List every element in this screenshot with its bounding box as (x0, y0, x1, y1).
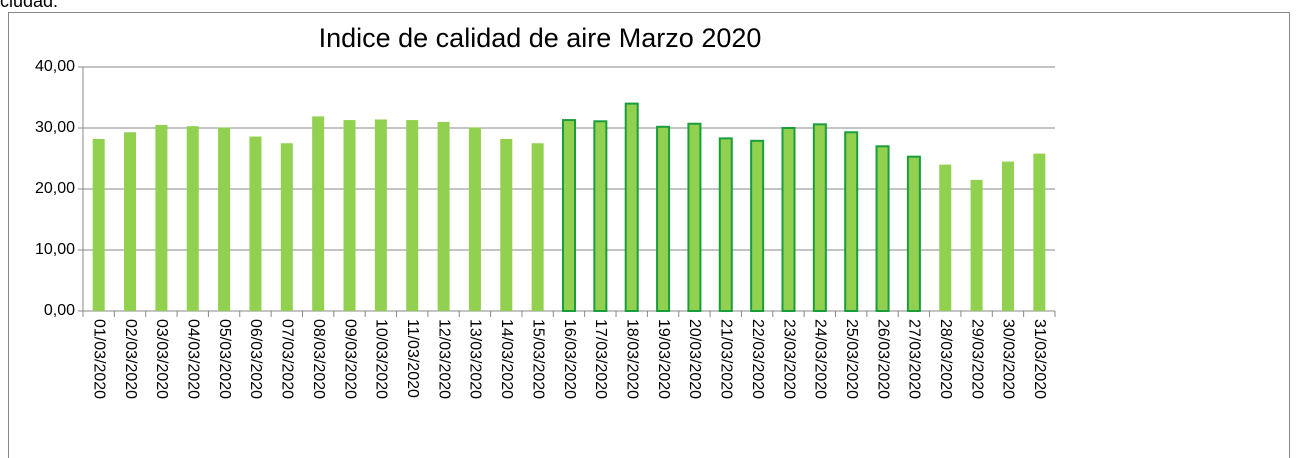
x-tick-label: 23/03/2020 (780, 319, 797, 399)
bar (218, 127, 231, 311)
bar (875, 145, 890, 312)
bar (343, 120, 356, 311)
y-tick-label: 30,00 (35, 119, 75, 136)
x-tick-label: 24/03/2020 (812, 319, 829, 399)
bar (92, 138, 105, 311)
x-tick-label: 31/03/2020 (1031, 319, 1048, 399)
x-tick-label: 11/03/2020 (404, 319, 421, 398)
x-tick-label: 17/03/2020 (592, 319, 609, 399)
x-tick-label: 20/03/2020 (686, 319, 703, 399)
x-tick-label: 26/03/2020 (874, 319, 891, 399)
x-tick-label: 10/03/2020 (373, 319, 390, 399)
x-tick-label: 09/03/2020 (341, 319, 358, 399)
bar (718, 137, 733, 312)
bar (750, 139, 765, 312)
bar (468, 127, 481, 311)
bar (280, 143, 293, 311)
y-tick-label: 20,00 (35, 180, 75, 197)
x-tick-label: 07/03/2020 (279, 319, 296, 399)
x-tick-label: 30/03/2020 (1000, 319, 1017, 399)
x-tick-label: 28/03/2020 (937, 319, 954, 399)
x-tick-label: 18/03/2020 (623, 319, 640, 399)
bar (562, 119, 576, 312)
x-tick-label: 15/03/2020 (529, 319, 546, 399)
bar (500, 138, 513, 311)
x-tick-label: 21/03/2020 (718, 319, 735, 399)
intro-text: ciudad. (0, 0, 58, 11)
bar (812, 123, 827, 312)
x-tick-label: 03/03/2020 (153, 319, 170, 399)
x-tick-label: 01/03/2020 (90, 319, 107, 399)
x-tick-label: 27/03/2020 (906, 319, 923, 399)
chart-title: Indice de calidad de aire Marzo 2020 (319, 23, 762, 53)
bar (124, 132, 137, 311)
y-tick-label: 10,00 (35, 241, 75, 258)
bar (593, 120, 608, 313)
bar (1033, 153, 1046, 311)
bar (906, 155, 921, 312)
x-tick-label: 22/03/2020 (749, 319, 766, 399)
bar (939, 164, 952, 311)
bar (970, 179, 983, 311)
bar (844, 131, 859, 312)
x-tick-label: 08/03/2020 (310, 319, 327, 399)
bar (531, 143, 544, 311)
bar (1001, 161, 1014, 311)
x-tick-label: 13/03/2020 (467, 319, 484, 399)
bar (781, 127, 796, 312)
bar (406, 120, 419, 311)
bar (312, 116, 325, 311)
x-tick-label: 04/03/2020 (185, 319, 202, 399)
x-tick-label: 14/03/2020 (498, 319, 515, 399)
x-tick-label: 29/03/2020 (968, 319, 985, 399)
x-tick-label: 19/03/2020 (655, 319, 672, 399)
bar (155, 124, 168, 311)
x-tick-label: 05/03/2020 (216, 319, 233, 399)
x-tick-label: 06/03/2020 (247, 319, 264, 399)
bar (186, 126, 199, 311)
y-tick-label: 0,00 (44, 302, 75, 319)
x-tick-label: 16/03/2020 (561, 319, 578, 399)
bar (656, 125, 671, 312)
y-tick-label: 40,00 (35, 58, 75, 75)
x-tick-label: 02/03/2020 (122, 319, 139, 399)
bar (249, 136, 262, 311)
bar (374, 119, 387, 312)
bar (437, 121, 450, 312)
bar (687, 122, 702, 313)
x-tick-label: 12/03/2020 (435, 319, 452, 399)
bar (624, 102, 639, 312)
x-tick-label: 25/03/2020 (843, 319, 860, 399)
